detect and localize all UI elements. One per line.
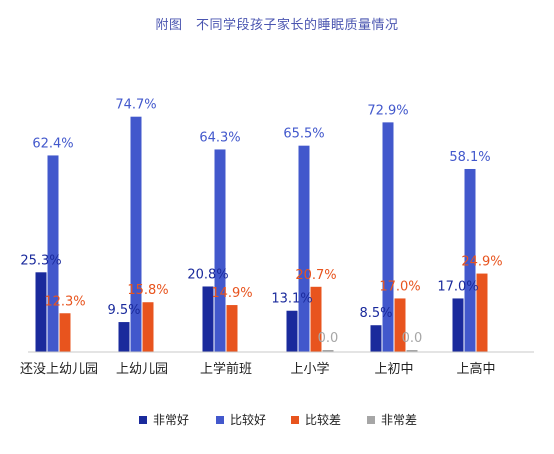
- bar-4-5: [406, 350, 418, 352]
- bar-1-5: [370, 325, 382, 352]
- category-label-6: 上高中: [456, 361, 495, 377]
- value-label-3-4: 20.7%: [295, 268, 336, 283]
- bars-group: [35, 116, 488, 353]
- value-label-1-3: 20.8%: [187, 267, 228, 282]
- bar-2-3: [214, 149, 226, 352]
- bar-3-4: [310, 286, 322, 352]
- legend-label-3: 比较差: [305, 412, 341, 427]
- category-label-4: 上小学: [290, 361, 329, 377]
- bar-3-6: [476, 273, 488, 352]
- bar-2-1: [47, 155, 59, 352]
- bar-2-2: [130, 116, 142, 352]
- bar-3-3: [226, 305, 238, 352]
- value-label-3-6: 24.9%: [461, 255, 502, 270]
- legend-swatch-3: [291, 416, 299, 424]
- category-labels-group: 还没上幼儿园 上幼儿园 上学前班 上小学 上初中 上高中: [20, 361, 496, 377]
- category-label-2: 上幼儿园: [116, 362, 168, 377]
- legend: 非常好 比较好 比较差 非常差: [139, 412, 417, 427]
- bar-2-4: [298, 145, 310, 352]
- legend-label-1: 非常好: [153, 413, 189, 427]
- value-label-3-3: 14.9%: [211, 286, 252, 301]
- value-label-3-2: 15.8%: [127, 283, 168, 298]
- value-label-4-4: 0.0: [318, 331, 339, 346]
- legend-label-2: 比较好: [230, 412, 266, 427]
- value-label-2-2: 74.7%: [115, 98, 156, 113]
- bar-1-6: [452, 298, 464, 352]
- category-label-5: 上初中: [374, 362, 413, 377]
- legend-swatch-4: [367, 416, 375, 424]
- legend-label-4: 非常差: [381, 413, 417, 427]
- bar-3-5: [394, 298, 406, 352]
- value-label-3-1: 12.3%: [44, 294, 85, 309]
- value-label-1-4: 13.1%: [271, 292, 312, 307]
- category-label-3: 上学前班: [200, 361, 252, 377]
- legend-swatch-2: [216, 416, 224, 424]
- value-label-3-5: 17.0%: [379, 279, 420, 294]
- bar-3-2: [142, 302, 154, 352]
- bar-2-5: [382, 122, 394, 353]
- bar-1-4: [286, 310, 298, 352]
- value-label-1-2: 9.5%: [107, 303, 140, 318]
- value-label-2-6: 58.1%: [449, 150, 490, 165]
- value-label-1-5: 8.5%: [359, 306, 392, 321]
- value-label-2-3: 64.3%: [199, 130, 240, 145]
- value-label-2-4: 65.5%: [283, 127, 324, 142]
- bar-1-3: [202, 286, 214, 352]
- value-label-1-6: 17.0%: [437, 279, 478, 294]
- bar-3-1: [59, 313, 71, 352]
- bar-1-1: [35, 272, 47, 352]
- value-label-1-1: 25.3%: [20, 253, 61, 268]
- legend-swatch-1: [139, 416, 147, 424]
- bar-4-4: [322, 350, 334, 352]
- bar-1-2: [118, 322, 130, 352]
- value-label-4-5: 0.0: [402, 331, 423, 346]
- value-label-2-1: 62.4%: [32, 136, 73, 151]
- chart-title: 附图 不同学段孩子家长的睡眠质量情况: [155, 18, 399, 33]
- value-label-2-5: 72.9%: [367, 103, 408, 118]
- value-labels-group: 25.3% 62.4% 12.3% 9.5% 74.7% 15.8% 20.8% 64.3% 1…: [20, 98, 502, 346]
- bar-2-6: [464, 168, 476, 352]
- category-label-1: 还没上幼儿园: [20, 362, 98, 377]
